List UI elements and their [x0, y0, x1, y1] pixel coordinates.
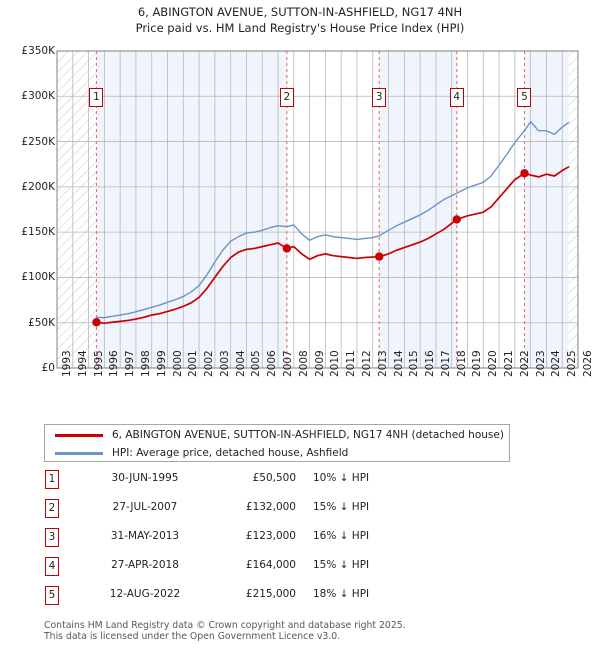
x-axis-tick: 2015 — [408, 350, 421, 377]
y-axis-tick: £300K — [21, 90, 55, 103]
x-axis-tick: 2011 — [345, 350, 358, 377]
x-axis-tick: 2008 — [297, 350, 310, 377]
transaction-date: 30-JUN-1995 — [111, 472, 179, 484]
transaction-hpi-delta: 10% ↓ HPI — [313, 472, 370, 484]
x-axis-tick: 2000 — [171, 350, 184, 377]
y-axis-tick-labels: £0 £50K £100K £150K £200K £250K £300K £350K — [0, 40, 55, 375]
x-axis-tick: 2014 — [392, 350, 405, 377]
x-axis-tick: 2020 — [487, 350, 500, 377]
table-row[interactable]: 2 27-JUL-2007 £132,000 15% ↓ HPI — [0, 495, 600, 524]
x-axis-tick: 2002 — [203, 350, 216, 377]
transaction-price: £50,500 — [252, 472, 296, 484]
chart-marker-5[interactable]: 5 — [517, 88, 532, 107]
transaction-badge-2: 2 — [45, 499, 59, 518]
chart-marker-3[interactable]: 3 — [372, 88, 387, 107]
x-axis-tick: 2009 — [313, 350, 326, 377]
x-axis-tick: 1994 — [76, 350, 89, 377]
footer-line-2: This data is licensed under the Open Gov… — [44, 631, 341, 642]
table-row[interactable]: 5 12-AUG-2022 £215,000 18% ↓ HPI — [0, 582, 600, 611]
y-axis-tick: £250K — [21, 135, 55, 148]
chart-legend: 6, ABINGTON AVENUE, SUTTON-IN-ASHFIELD, … — [44, 424, 510, 462]
x-axis-tick: 2018 — [455, 350, 468, 377]
x-axis-tick: 2003 — [218, 350, 231, 377]
x-axis-tick: 1993 — [61, 350, 73, 377]
legend-swatch-2 — [55, 452, 103, 455]
chart-series-lines — [95, 120, 570, 325]
x-axis-tick: 2017 — [439, 350, 452, 377]
transaction-price: £132,000 — [245, 501, 296, 513]
transaction-dots — [92, 169, 529, 327]
transaction-hpi-delta: 18% ↓ HPI — [313, 588, 370, 600]
x-axis-tick: 2025 — [566, 350, 579, 377]
transaction-badge-3: 3 — [45, 528, 59, 547]
transaction-hpi-delta: 15% ↓ HPI — [313, 501, 370, 513]
transaction-hpi-delta: 15% ↓ HPI — [313, 559, 370, 571]
chart-marker-1[interactable]: 1 — [89, 88, 104, 107]
transactions-table: 1 30-JUN-1995 £50,500 10% ↓ HPI 2 27-JUL-2007… — [0, 466, 600, 614]
x-axis-tick: 2026 — [582, 350, 594, 377]
x-axis-tick: 2001 — [187, 350, 200, 377]
transaction-price: £215,000 — [245, 588, 296, 600]
transaction-badge-1: 1 — [45, 470, 59, 489]
transaction-dashed-lines — [95, 51, 526, 368]
legend-item-2: HPI: Average price, detached house, Ashf… — [45, 444, 509, 463]
transaction-date: 31-MAY-2013 — [110, 530, 180, 542]
x-axis-tick: 2010 — [329, 350, 342, 377]
x-axis-tick: 1998 — [139, 350, 152, 377]
y-axis-tick: £100K — [21, 271, 55, 284]
transaction-date: 27-APR-2018 — [111, 559, 179, 571]
transaction-hpi-delta: 16% ↓ HPI — [313, 530, 370, 542]
x-axis-tick: 2012 — [360, 350, 373, 377]
price-history-chart: £0 £50K £100K £150K £200K £250K £300K £350K 1 2 3… — [0, 40, 600, 375]
transaction-badge-4: 4 — [45, 557, 59, 576]
x-axis-tick: 1995 — [92, 350, 105, 377]
x-axis-tick: 2005 — [250, 350, 263, 377]
y-axis-tick: £200K — [21, 180, 55, 193]
x-axis-tick-labels: 1993 1994 1995 1996 1997 1998 1999 2000 2001 2002… — [0, 350, 600, 415]
x-axis-tick: 2016 — [424, 350, 437, 377]
transaction-price: £123,000 — [245, 530, 296, 542]
y-axis-tick: £150K — [21, 226, 55, 239]
table-row[interactable]: 1 30-JUN-1995 £50,500 10% ↓ HPI — [0, 466, 600, 495]
transaction-date: 12-AUG-2022 — [109, 588, 181, 600]
title-line-1: 6, ABINGTON AVENUE, SUTTON-IN-ASHFIELD, … — [137, 5, 463, 19]
transaction-badge-5: 5 — [45, 586, 59, 605]
chart-frame — [56, 50, 579, 369]
x-axis-tick: 2006 — [266, 350, 279, 377]
footer-line-1: Contains HM Land Registry data © Crown c… — [44, 620, 406, 631]
legend-swatch-1 — [55, 434, 103, 437]
x-axis-tick: 2021 — [503, 350, 516, 377]
transaction-date: 27-JUL-2007 — [112, 501, 178, 513]
page-title: 6, ABINGTON AVENUE, SUTTON-IN-ASHFIELD, … — [0, 4, 600, 36]
y-axis-tick: £0 — [41, 362, 55, 374]
footer-attribution: Contains HM Land Registry data © Crown c… — [44, 620, 584, 642]
x-axis-tick: 2022 — [518, 350, 531, 377]
legend-label-1: 6, ABINGTON AVENUE, SUTTON-IN-ASHFIELD, … — [112, 429, 504, 441]
x-axis-tick: 2019 — [471, 350, 484, 377]
chart-gridlines — [56, 50, 579, 369]
x-axis-tick: 2024 — [550, 350, 563, 377]
chart-marker-2[interactable]: 2 — [279, 88, 294, 107]
legend-label-2: HPI: Average price, detached house, Ashf… — [112, 447, 349, 459]
title-line-2: Price paid vs. HM Land Registry's House … — [135, 21, 465, 35]
transaction-price: £164,000 — [245, 559, 296, 571]
x-axis-tick: 1999 — [155, 350, 168, 377]
legend-item-1: 6, ABINGTON AVENUE, SUTTON-IN-ASHFIELD, … — [45, 426, 509, 445]
x-axis-tick: 2004 — [234, 350, 247, 377]
x-axis-tick: 1996 — [108, 350, 121, 377]
x-axis-tick: 2007 — [282, 350, 295, 377]
table-row[interactable]: 3 31-MAY-2013 £123,000 16% ↓ HPI — [0, 524, 600, 553]
table-row[interactable]: 4 27-APR-2018 £164,000 15% ↓ HPI — [0, 553, 600, 582]
x-axis-tick: 2023 — [534, 350, 547, 377]
x-axis-tick: 2013 — [376, 350, 389, 377]
x-axis-tick: 1997 — [124, 350, 137, 377]
chart-marker-4[interactable]: 4 — [449, 88, 464, 107]
y-axis-tick: £50K — [28, 316, 55, 329]
y-axis-tick: £350K — [21, 45, 55, 57]
